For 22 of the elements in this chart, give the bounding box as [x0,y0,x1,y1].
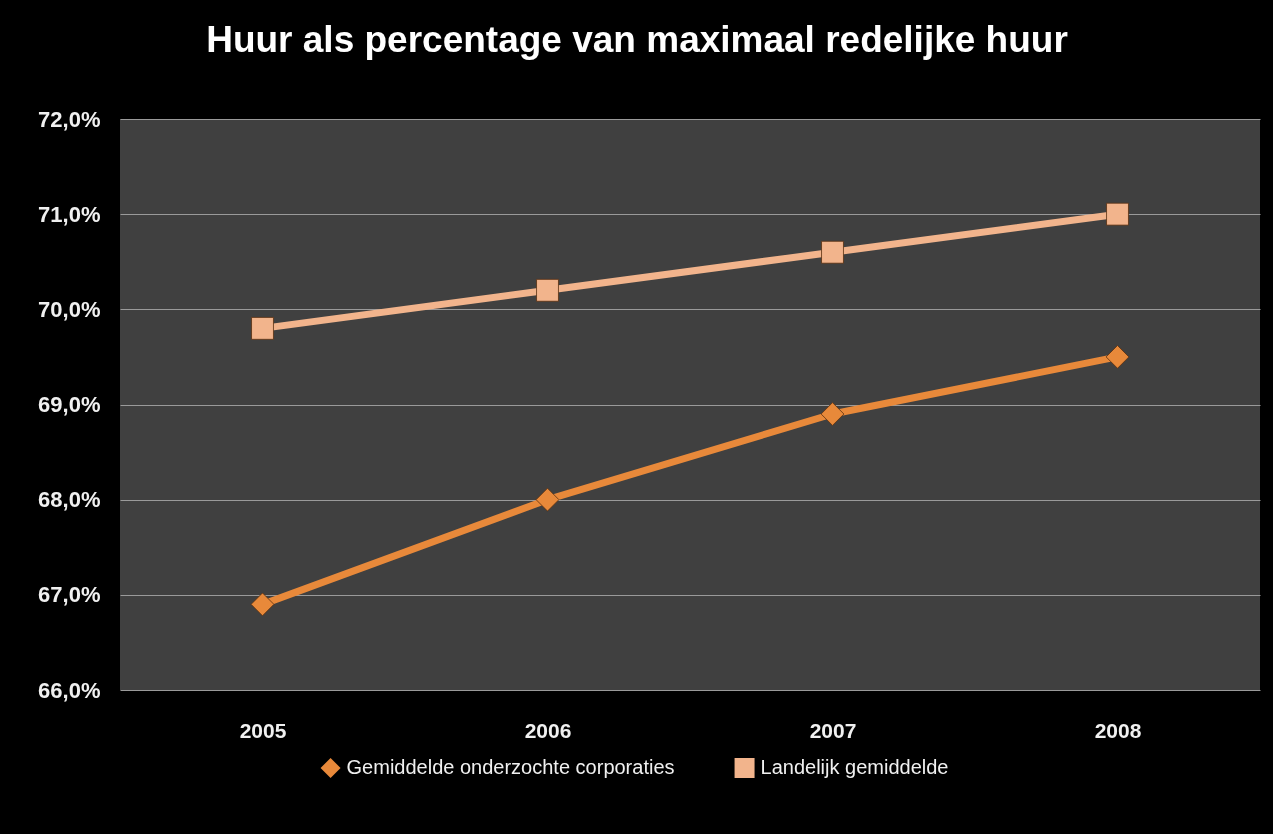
chart-title: Huur als percentage van maximaal redelijke huur [206,19,1068,60]
point [821,240,844,264]
y-tick-label: 67,0% [38,582,101,608]
point [251,317,274,340]
x-tick-label: 2008 [1094,718,1142,742]
x-tick-label: 2005 [239,718,287,742]
legend-label: Landelijk gemiddelde [760,756,949,778]
point [1106,202,1129,226]
legend-label: Gemiddelde onderzochte corporaties [346,756,675,778]
x-tick-label: 2007 [809,718,857,742]
y-tick-label: 71,0% [38,201,101,227]
point [535,487,560,512]
y-tick-label: 68,0% [38,487,101,513]
point [820,402,845,426]
point [1105,345,1130,369]
x-tick-label: 2006 [524,718,572,742]
y-tick-label: 70,0% [38,296,101,322]
y-tick-label: 66,0% [38,677,101,703]
point [536,278,559,302]
point [250,592,275,617]
y-tick-label: 72,0% [38,106,101,132]
y-tick-label: 69,0% [38,392,101,417]
